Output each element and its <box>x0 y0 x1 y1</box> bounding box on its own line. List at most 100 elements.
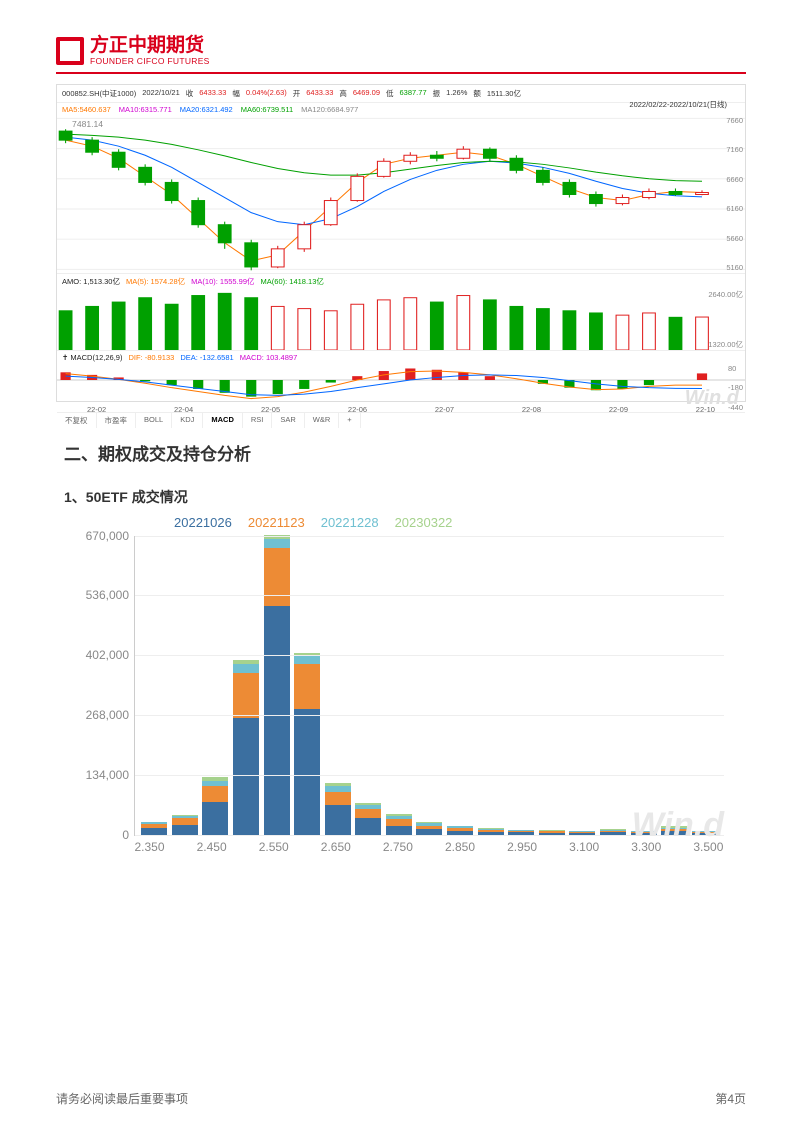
stock-code: 000852.SH(中证1000) <box>62 88 136 99</box>
macd-ann-MACD2: MACD: 103.4897 <box>240 353 298 362</box>
ma-ma5: MA5:5460.637 <box>62 105 111 114</box>
footer-disclaimer: 请务必阅读最后重要事项 <box>56 1090 188 1107</box>
bar-seg <box>264 548 290 606</box>
footer-page-number: 第4页 <box>715 1090 746 1107</box>
bc-xtick: 3.300 <box>631 840 662 854</box>
amp-value: 1511.30亿 <box>487 88 521 99</box>
vol-MA10: MA(10): 1555.99亿 <box>191 276 254 287</box>
chg-value: 0.04%(2.63) <box>246 88 287 99</box>
ma-ma60: MA60:6739.511 <box>241 105 293 114</box>
macd-ann-MACD: ✝ MACD(12,26,9) <box>62 353 122 362</box>
price-ytick: 7660 <box>726 116 743 125</box>
bc-gridline <box>135 775 724 776</box>
macd-y-axis: 80-180-440 <box>728 364 743 412</box>
bc-xtick <box>413 840 444 854</box>
price-ytick: 6660 <box>726 175 743 184</box>
brand-logo: 方正中期期货 FOUNDER CIFCO FUTURES <box>56 36 210 66</box>
bar-seg <box>325 792 351 805</box>
bar-seg <box>172 825 198 835</box>
vol-AMO: AMO: 1,513.30亿 <box>62 276 120 287</box>
bar-chart-bars <box>135 536 724 835</box>
bar-col-2.400 <box>171 815 200 835</box>
bar-seg <box>355 818 381 834</box>
price-subpanel: 7481.145144.75 766071606660616056605160 <box>57 116 745 274</box>
x-month: 22-09 <box>609 405 628 414</box>
macd-ytick: -180 <box>728 383 743 392</box>
header-divider <box>56 72 746 74</box>
brand-name-cn: 方正中期期货 <box>90 36 210 55</box>
bc-xtick <box>165 840 196 854</box>
bar-col-2.650 <box>323 783 352 834</box>
x-month: 22-06 <box>348 405 367 414</box>
bar-seg <box>294 656 320 664</box>
bc-xtick <box>600 840 631 854</box>
vol-ytick: 1320.00亿 <box>708 339 743 350</box>
bc-xtick <box>662 840 693 854</box>
section-2-title: 二、期权成交及持仓分析 <box>64 440 746 465</box>
indicator-tabs[interactable]: 不复权市盈率BOLLKDJMACDRSISARW&R+ <box>57 412 745 428</box>
ma-ma20: MA20:6321.492 <box>180 105 233 114</box>
bar-seg <box>233 673 259 718</box>
legend-20221228: 20221228 <box>321 515 379 530</box>
page-footer: 请务必阅读最后重要事项 第4页 <box>56 1090 746 1107</box>
swing-value: 1.26% <box>446 88 467 99</box>
close-value: 6433.33 <box>199 88 226 99</box>
x-month: 22-08 <box>522 405 541 414</box>
bc-gridline <box>135 536 724 537</box>
bc-xtick: 2.650 <box>320 840 351 854</box>
tab-市盈率[interactable]: 市盈率 <box>97 413 137 428</box>
vol-ytick: 2640.00亿 <box>708 289 743 300</box>
x-month: 22-07 <box>435 405 454 414</box>
tab-KDJ[interactable]: KDJ <box>172 413 203 428</box>
price-chart-svg: 7481.145144.75 <box>57 116 745 273</box>
bar-seg <box>264 539 290 548</box>
close-label: 收 <box>186 88 194 99</box>
bc-xtick <box>289 840 320 854</box>
section-2-subtitle: 1、50ETF 成交情况 <box>64 487 746 507</box>
bar-seg <box>233 664 259 673</box>
tab-不复权[interactable]: 不复权 <box>57 413 97 428</box>
bc-xtick <box>538 840 569 854</box>
tab-add[interactable]: + <box>339 413 360 428</box>
bc-xtick: 2.750 <box>382 840 413 854</box>
volume-subpanel: 2640.00亿 1320.00亿 <box>57 289 745 351</box>
bc-xtick <box>476 840 507 854</box>
bar-col-2.900 <box>476 828 505 835</box>
bar-col-2.700 <box>354 803 383 835</box>
bar-seg <box>294 709 320 834</box>
tab-RSI[interactable]: RSI <box>243 413 273 428</box>
vol-MA5: MA(5): 1574.28亿 <box>126 276 185 287</box>
bar-col-3.400 <box>660 826 689 834</box>
bar-col-2.600 <box>293 653 322 835</box>
bar-seg <box>355 809 381 818</box>
bar-col-2.850 <box>446 826 475 835</box>
bar-col-2.450 <box>201 777 230 834</box>
tab-W&R[interactable]: W&R <box>305 413 340 428</box>
bc-ytick: 134,000 <box>77 768 129 782</box>
swing-label: 振 <box>433 88 441 99</box>
tab-BOLL[interactable]: BOLL <box>136 413 172 428</box>
volume-y-axis: 2640.00亿 1320.00亿 <box>708 289 743 350</box>
vol-MA60: MA(60): 1418.13亿 <box>261 276 324 287</box>
bc-ytick: 402,000 <box>77 648 129 662</box>
tab-SAR[interactable]: SAR <box>272 413 304 428</box>
bar-col-2.750 <box>385 814 414 834</box>
logo-mark-icon <box>56 37 84 65</box>
tab-MACD[interactable]: MACD <box>203 413 243 428</box>
bar-col-2.800 <box>415 822 444 835</box>
bc-gridline <box>135 655 724 656</box>
bc-ytick: 670,000 <box>77 529 129 543</box>
bc-xtick: 2.450 <box>196 840 227 854</box>
x-month: 22-10 <box>696 405 715 414</box>
price-ytick: 5160 <box>726 263 743 272</box>
bar-seg <box>325 805 351 834</box>
price-ytick: 5660 <box>726 234 743 243</box>
x-month: 22-02 <box>87 405 106 414</box>
bar-seg <box>386 826 412 835</box>
bc-xtick: 2.350 <box>134 840 165 854</box>
x-month: 22-05 <box>261 405 280 414</box>
bar-col-2.550 <box>262 535 291 835</box>
bc-xtick: 3.100 <box>569 840 600 854</box>
volume-legend-row: AMO: 1,513.30亿 MA(5): 1574.28亿 MA(10): 155… <box>57 274 745 289</box>
high-value: 6469.09 <box>353 88 380 99</box>
